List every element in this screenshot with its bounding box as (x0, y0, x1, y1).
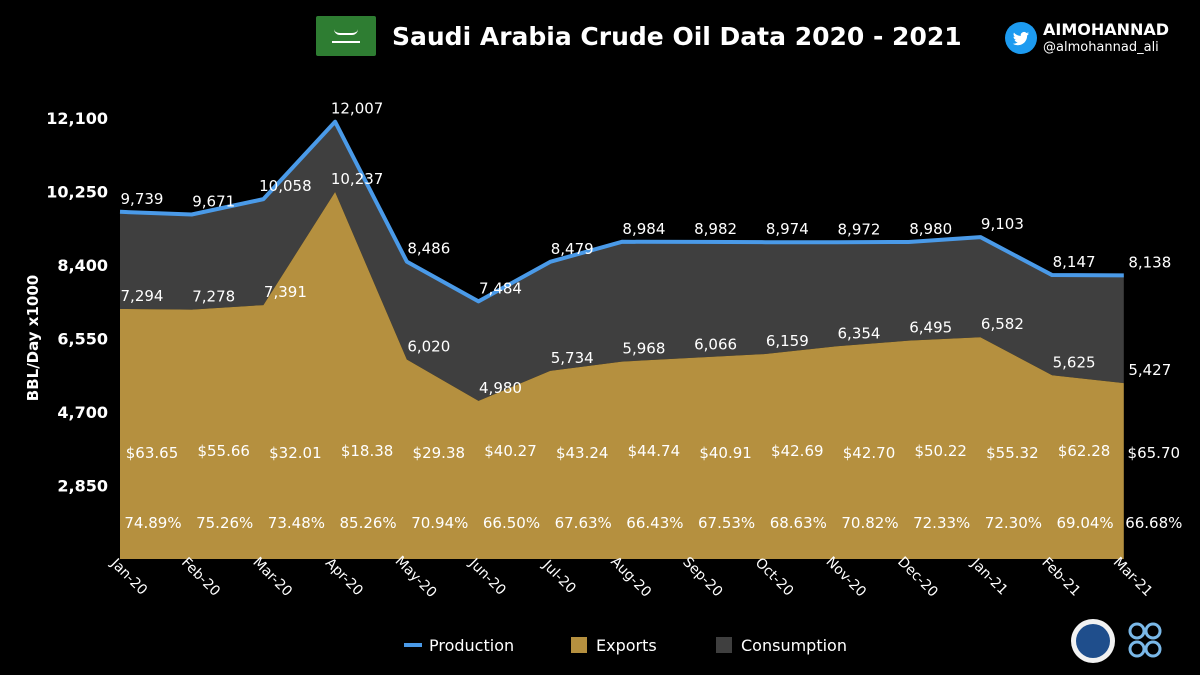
oil-price-label: $18.38 (341, 442, 394, 460)
legend-swatch-exports (571, 637, 587, 653)
oil-price-label: $65.70 (1128, 444, 1181, 462)
opec-logo-icon (1128, 622, 1162, 658)
x-tick-label: Jan-20 (107, 555, 150, 598)
production-data-label: 8,980 (909, 220, 952, 238)
oil-price-label: $62.28 (1058, 442, 1111, 460)
exports-data-label: 6,066 (694, 336, 737, 354)
legend-swatch-consumption (716, 637, 732, 653)
exports-data-label: 6,159 (766, 332, 809, 350)
x-tick-label: Mar-20 (249, 554, 295, 600)
export-share-label: 66.50% (483, 514, 540, 532)
production-data-label: 12,007 (331, 100, 384, 118)
production-data-label: 8,984 (622, 220, 665, 238)
title-bar: Saudi Arabia Crude Oil Data 2020 - 2021 … (0, 0, 1200, 62)
oil-price-label: $43.24 (556, 444, 609, 462)
y-tick-label: 8,400 (57, 256, 108, 275)
production-data-label: 9,671 (192, 193, 235, 211)
x-tick-label: Nov-20 (823, 554, 870, 601)
production-data-label: 9,739 (121, 190, 164, 208)
production-data-label: 10,058 (259, 177, 312, 195)
export-share-label: 67.53% (698, 514, 755, 532)
y-tick-label: 12,100 (46, 109, 108, 128)
export-share-label: 73.48% (268, 514, 325, 532)
exports-data-label: 7,278 (192, 288, 235, 306)
x-tick-label: Aug-20 (607, 554, 654, 601)
production-data-label: 8,974 (766, 220, 809, 238)
saudi-flag-icon (316, 16, 376, 56)
oil-price-label: $55.32 (986, 444, 1039, 462)
exports-data-label: 6,354 (838, 324, 881, 342)
oil-price-label: $42.70 (843, 444, 896, 462)
production-data-label: 8,972 (838, 220, 881, 238)
exports-area (120, 192, 1124, 559)
oil-price-label: $44.74 (628, 442, 681, 460)
production-data-label: 7,484 (479, 279, 522, 297)
exports-data-label: 5,427 (1128, 361, 1171, 379)
export-share-label: 74.89% (124, 514, 181, 532)
x-tick-label: Jun-20 (465, 555, 509, 599)
x-tick-label: Jul-20 (539, 557, 579, 597)
x-tick-label: Jan-21 (967, 555, 1010, 598)
production-line (119, 119, 1124, 304)
legend-label-exports: Exports (596, 636, 657, 655)
production-data-label: 8,479 (551, 240, 594, 258)
x-tick-label: Feb-20 (178, 555, 223, 600)
account-name: AIMOHANNAD (1043, 20, 1170, 39)
export-share-label: 72.33% (913, 514, 970, 532)
x-tick-label: Oct-20 (752, 555, 797, 600)
ministry-seal-icon (1071, 619, 1115, 663)
chart-title: Saudi Arabia Crude Oil Data 2020 - 2021 (392, 22, 962, 51)
y-tick-label: 6,550 (57, 330, 108, 349)
exports-data-label: 10,237 (331, 170, 384, 188)
y-tick-label: 2,850 (57, 477, 108, 496)
export-share-label: 75.26% (196, 514, 253, 532)
exports-data-label: 7,391 (264, 283, 307, 301)
exports-data-label: 7,294 (121, 287, 164, 305)
consumption-area (120, 121, 1124, 401)
production-data-label: 8,147 (1053, 253, 1096, 271)
oil-price-label: $40.27 (484, 442, 537, 460)
twitter-icon[interactable] (1005, 22, 1037, 54)
export-share-label: 70.82% (841, 514, 898, 532)
oil-price-label: $40.91 (699, 444, 752, 462)
production-data-label: 8,486 (407, 240, 450, 258)
x-tick-label: Dec-20 (894, 554, 941, 601)
exports-data-label: 6,020 (407, 338, 450, 356)
export-share-label: 68.63% (770, 514, 827, 532)
exports-data-label: 5,625 (1053, 353, 1096, 371)
exports-data-label: 5,968 (622, 340, 665, 358)
x-tick-label: May-20 (392, 553, 440, 601)
export-share-label: 69.04% (1056, 514, 1113, 532)
x-tick-label: Feb-21 (1038, 555, 1083, 600)
exports-data-label: 4,980 (479, 379, 522, 397)
x-tick-label: Apr-20 (322, 555, 366, 599)
legend-label-production: Production (429, 636, 514, 655)
oil-price-label: $55.66 (197, 442, 250, 460)
export-share-label: 66.43% (626, 514, 683, 532)
oil-price-label: $63.65 (126, 444, 179, 462)
x-tick-label: Mar-21 (1110, 554, 1156, 600)
legend-label-consumption: Consumption (741, 636, 847, 655)
oil-price-label: $42.69 (771, 442, 824, 460)
exports-data-label: 6,582 (981, 315, 1024, 333)
export-share-label: 70.94% (411, 514, 468, 532)
x-tick-label: Sep-20 (679, 554, 725, 600)
exports-data-label: 6,495 (909, 319, 952, 337)
oil-price-label: $32.01 (269, 444, 322, 462)
production-data-label: 9,103 (981, 215, 1024, 233)
account-handle[interactable]: @almohannad_ali (1043, 40, 1159, 55)
oil-price-label: $50.22 (914, 442, 967, 460)
export-share-label: 66.68% (1125, 514, 1182, 532)
export-share-label: 85.26% (339, 514, 396, 532)
production-data-label: 8,138 (1128, 253, 1171, 271)
y-tick-label: 4,700 (57, 403, 108, 422)
exports-data-label: 5,734 (551, 349, 594, 367)
oil-price-label: $29.38 (413, 444, 466, 462)
export-share-label: 67.63% (555, 514, 612, 532)
export-share-label: 72.30% (985, 514, 1042, 532)
y-tick-label: 10,250 (46, 183, 108, 202)
y-axis-label: BBL/Day x1000 (24, 275, 42, 401)
production-data-label: 8,982 (694, 220, 737, 238)
